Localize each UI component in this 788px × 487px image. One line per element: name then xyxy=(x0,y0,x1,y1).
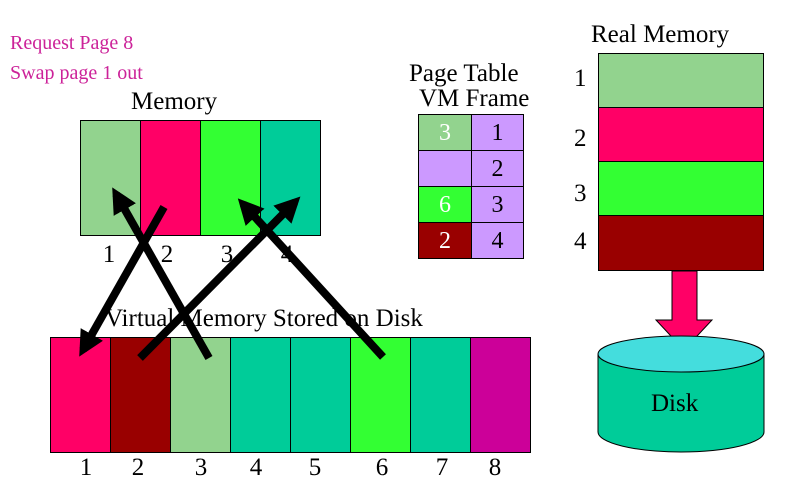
arrow-vm3-to-mem1 xyxy=(112,187,213,360)
memory-frame-2 xyxy=(140,120,201,236)
memory-frames xyxy=(80,120,321,236)
real-memory-block-2 xyxy=(598,107,764,163)
vm-page-label-2: 2 xyxy=(131,454,145,481)
memory-frame-label-1: 1 xyxy=(102,241,116,268)
page-table-title: Page Table xyxy=(409,60,519,87)
page-table-frame-2: 2 xyxy=(471,150,524,187)
real-memory-block-4 xyxy=(598,215,764,271)
page-table: 3 1 2 6 3 2 4 xyxy=(418,114,524,260)
page-table-vm-1: 3 xyxy=(418,114,472,151)
vm-page-5 xyxy=(290,337,351,453)
memory-frame-label-3: 3 xyxy=(220,241,234,268)
disk-icon xyxy=(597,335,765,453)
real-memory-block-1 xyxy=(598,53,764,109)
memory-title: Memory xyxy=(131,88,218,115)
real-memory-label-3: 3 xyxy=(574,180,587,207)
vm-page-label-3: 3 xyxy=(194,454,208,481)
vm-page-label-8: 8 xyxy=(488,454,502,481)
real-memory-label-2: 2 xyxy=(574,125,587,152)
real-memory-label-4: 4 xyxy=(574,228,587,255)
virtual-memory-title: Virtual Memory Stored on Disk xyxy=(105,305,423,332)
page-table-vm-3: 6 xyxy=(418,186,472,223)
disk-body xyxy=(597,353,765,453)
note-request-page: Request Page 8 xyxy=(10,32,134,54)
vm-page-4 xyxy=(230,337,291,453)
down-arrow-icon xyxy=(654,270,714,351)
vm-page-8 xyxy=(470,337,531,453)
page-table-frame-4: 4 xyxy=(471,222,524,259)
disk-label: Disk xyxy=(651,390,699,417)
real-memory-title: Real Memory xyxy=(591,21,730,48)
arrow-mem2-to-vm1 xyxy=(79,205,168,357)
vm-page-label-7: 7 xyxy=(435,454,449,481)
vm-page-label-6: 6 xyxy=(375,454,389,481)
vm-page-3 xyxy=(170,337,231,453)
real-memory-label-1: 1 xyxy=(574,65,587,92)
note-swap-page: Swap page 1 out xyxy=(10,62,143,84)
memory-frame-label-2: 2 xyxy=(160,241,174,268)
vm-page-label-5: 5 xyxy=(308,454,322,481)
vm-page-label-4: 4 xyxy=(249,454,263,481)
page-table-frame-3: 3 xyxy=(471,186,524,223)
real-memory-blocks xyxy=(598,53,764,272)
disk-top xyxy=(597,335,765,373)
vm-page-label-1: 1 xyxy=(79,454,93,481)
page-table-frame-1: 1 xyxy=(471,114,524,151)
arrow-vm6-to-mem3 xyxy=(237,198,386,360)
page-table-header: VM Frame xyxy=(419,85,530,112)
vm-page-7 xyxy=(410,337,471,453)
page-table-vm-4: 2 xyxy=(418,222,472,259)
